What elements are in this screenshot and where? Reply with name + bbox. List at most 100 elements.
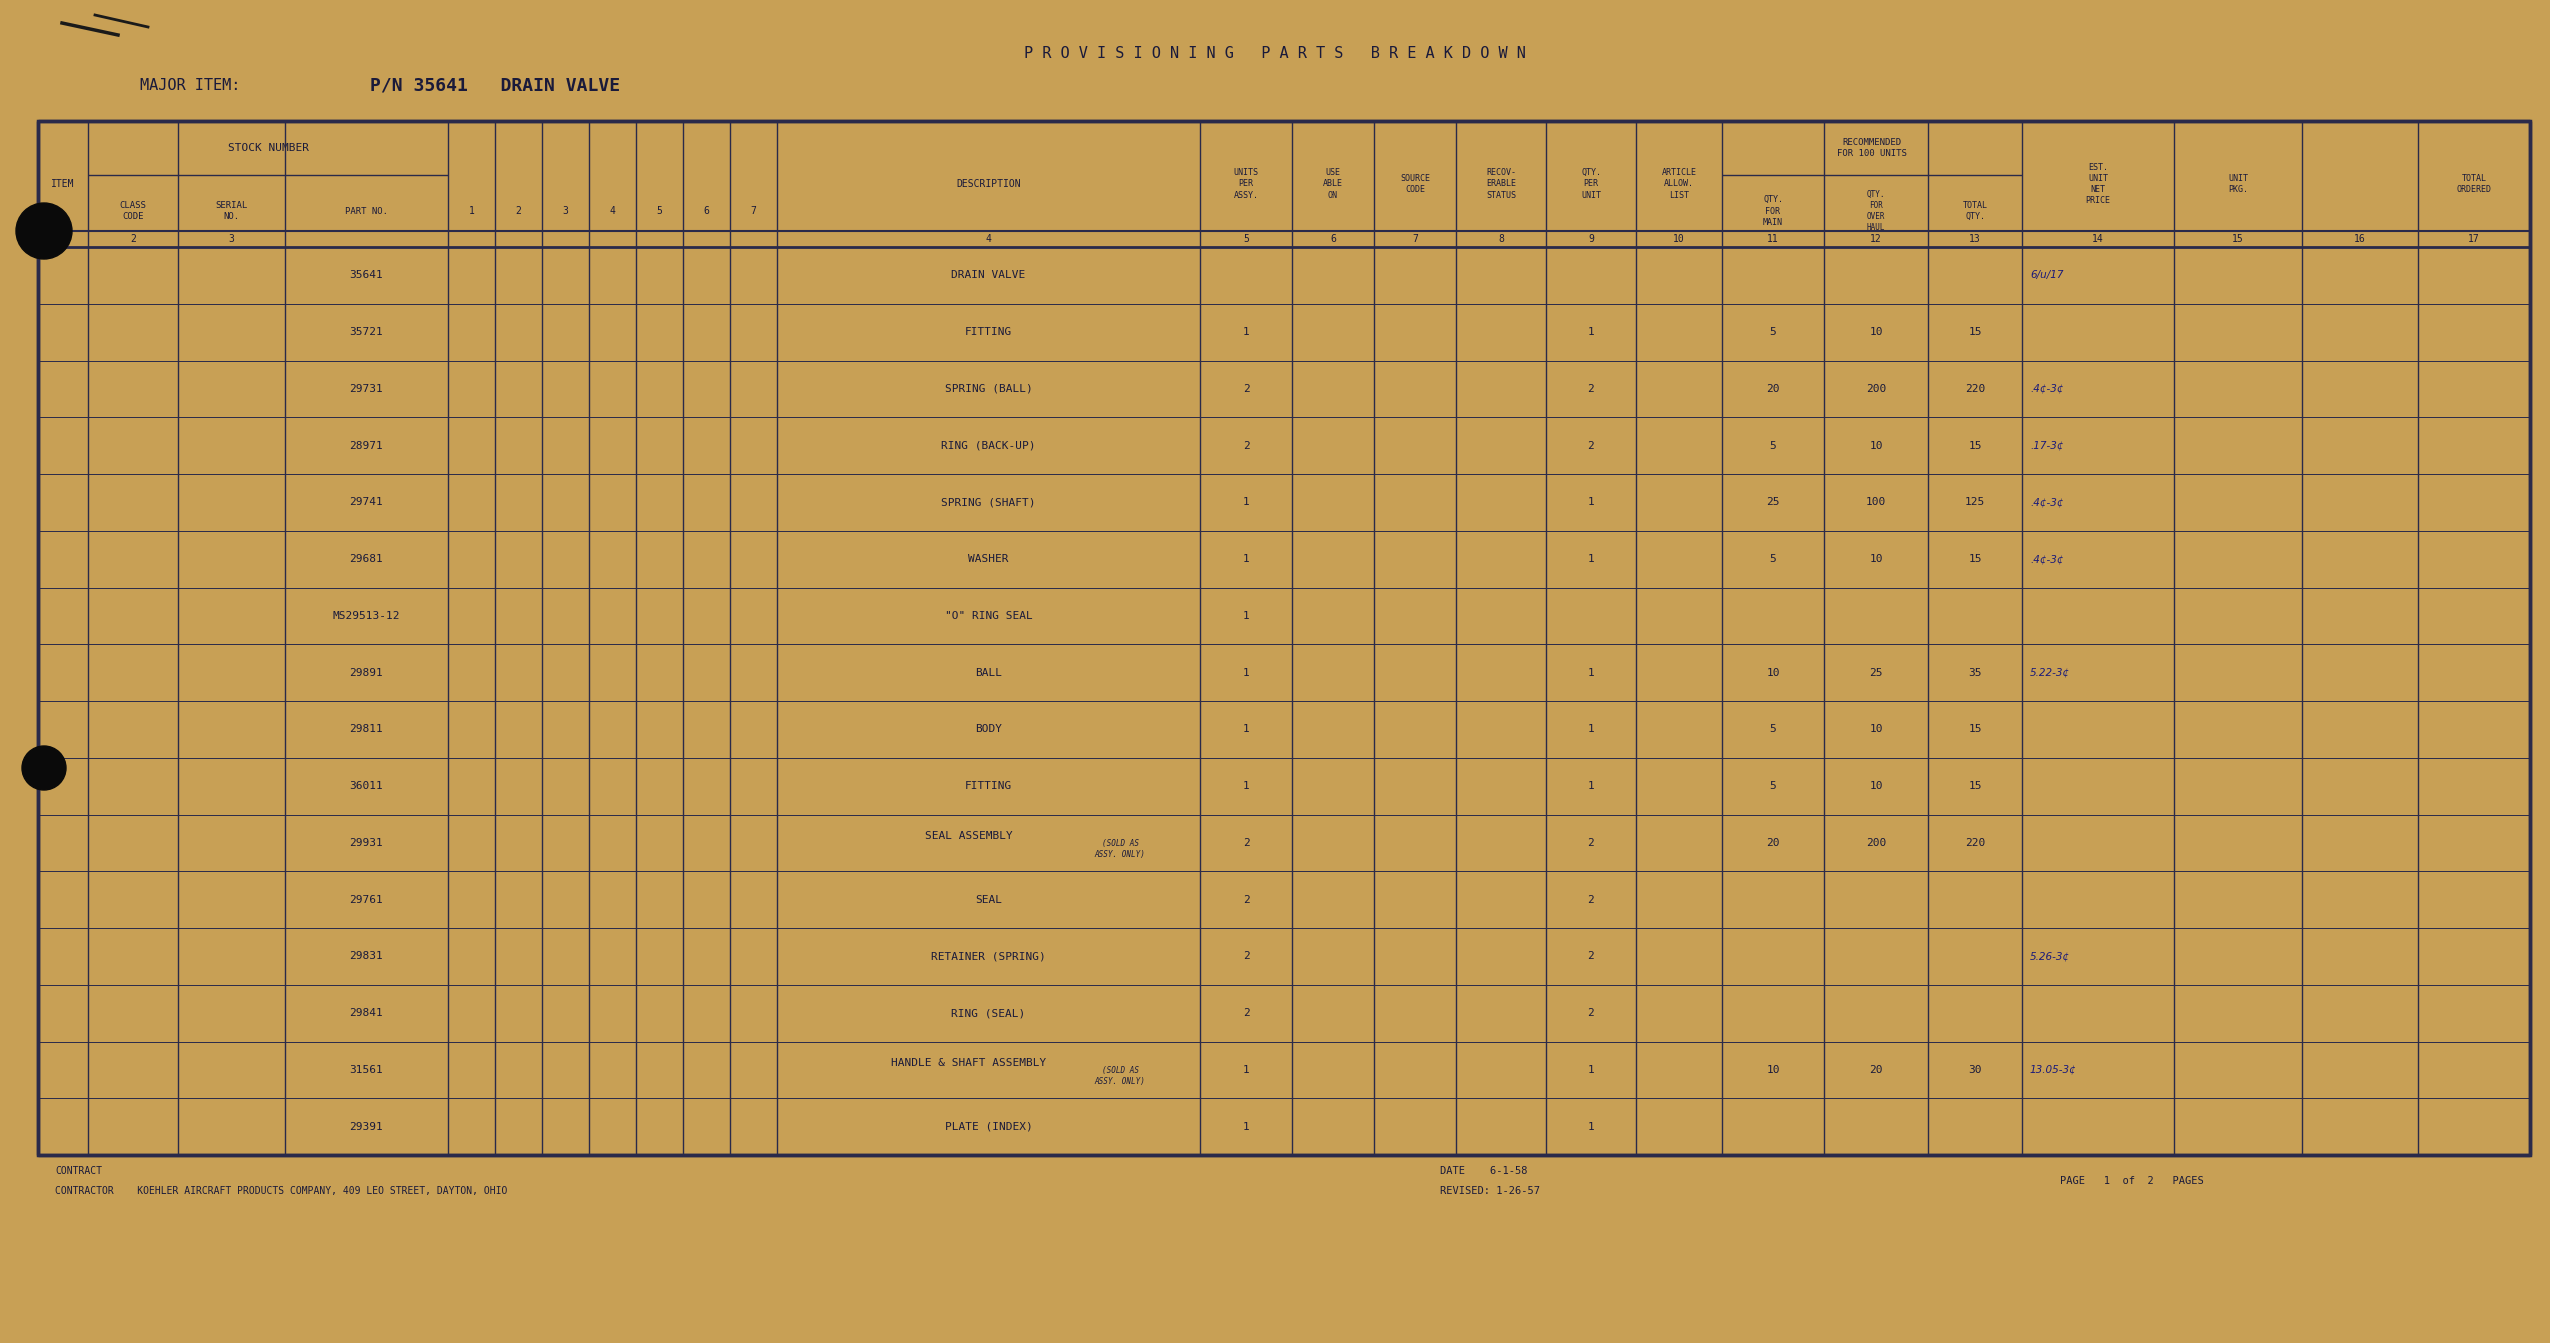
Text: 29741: 29741 bbox=[349, 497, 382, 508]
Text: RING (BACK-UP): RING (BACK-UP) bbox=[941, 441, 1035, 451]
Text: 2: 2 bbox=[1589, 894, 1594, 905]
Text: 220: 220 bbox=[1966, 838, 1984, 847]
Text: DESCRIPTION: DESCRIPTION bbox=[956, 179, 1020, 189]
Text: .4¢-3¢: .4¢-3¢ bbox=[2030, 555, 2063, 564]
Text: 10: 10 bbox=[1869, 555, 1882, 564]
Text: 1: 1 bbox=[1589, 1121, 1594, 1132]
Text: 1: 1 bbox=[1242, 328, 1250, 337]
Text: 5: 5 bbox=[1770, 441, 1777, 451]
Text: .4¢-3¢: .4¢-3¢ bbox=[2030, 384, 2063, 393]
Text: QTY.
FOR
OVER
HAUL: QTY. FOR OVER HAUL bbox=[1867, 189, 1884, 232]
Circle shape bbox=[23, 745, 66, 790]
Text: PLATE (INDEX): PLATE (INDEX) bbox=[944, 1121, 1033, 1132]
Text: 1: 1 bbox=[1589, 555, 1594, 564]
Text: 30: 30 bbox=[1969, 1065, 1981, 1074]
Text: 12: 12 bbox=[1869, 234, 1882, 244]
Text: 1: 1 bbox=[1589, 497, 1594, 508]
Text: SPRING (BALL): SPRING (BALL) bbox=[944, 384, 1033, 393]
Text: 35721: 35721 bbox=[349, 328, 382, 337]
Text: 2: 2 bbox=[130, 234, 135, 244]
Text: CONTRACTOR    KOEHLER AIRCRAFT PRODUCTS COMPANY, 409 LEO STREET, DAYTON, OHIO: CONTRACTOR KOEHLER AIRCRAFT PRODUCTS COM… bbox=[56, 1186, 507, 1197]
Text: 35: 35 bbox=[1969, 667, 1981, 678]
Text: DATE    6-1-58: DATE 6-1-58 bbox=[1441, 1166, 1527, 1176]
Text: 5: 5 bbox=[655, 205, 663, 216]
Text: 2: 2 bbox=[1589, 384, 1594, 393]
Text: 2: 2 bbox=[1242, 951, 1250, 962]
Text: 1: 1 bbox=[1589, 667, 1594, 678]
Text: 5.22-3¢: 5.22-3¢ bbox=[2030, 667, 2071, 678]
Text: SEAL ASSEMBLY: SEAL ASSEMBLY bbox=[926, 831, 1012, 841]
Text: .17-3¢: .17-3¢ bbox=[2030, 441, 2063, 451]
Text: 13.05-3¢: 13.05-3¢ bbox=[2030, 1065, 2076, 1074]
Text: HANDLE & SHAFT ASSEMBLY: HANDLE & SHAFT ASSEMBLY bbox=[890, 1058, 1046, 1068]
Text: 10: 10 bbox=[1869, 328, 1882, 337]
Text: RETAINER (SPRING): RETAINER (SPRING) bbox=[931, 951, 1046, 962]
Text: 5: 5 bbox=[1770, 724, 1777, 735]
Text: 29731: 29731 bbox=[349, 384, 382, 393]
Text: 15: 15 bbox=[2231, 234, 2244, 244]
Text: 2: 2 bbox=[1589, 838, 1594, 847]
Text: (SOLD AS
ASSY. ONLY): (SOLD AS ASSY. ONLY) bbox=[1094, 1066, 1145, 1085]
Text: 10: 10 bbox=[1869, 441, 1882, 451]
Text: SPRING (SHAFT): SPRING (SHAFT) bbox=[941, 497, 1035, 508]
Text: 15: 15 bbox=[1969, 555, 1981, 564]
Text: 16: 16 bbox=[2354, 234, 2366, 244]
Text: P/N 35641   DRAIN VALVE: P/N 35641 DRAIN VALVE bbox=[370, 77, 620, 94]
Circle shape bbox=[15, 203, 71, 259]
Text: 29891: 29891 bbox=[349, 667, 382, 678]
Text: 4: 4 bbox=[984, 234, 992, 244]
Text: TOTAL
ORDERED: TOTAL ORDERED bbox=[2456, 175, 2491, 193]
Text: 2: 2 bbox=[1242, 441, 1250, 451]
Text: 10: 10 bbox=[1767, 667, 1780, 678]
Text: EST.
UNIT
NET
PRICE: EST. UNIT NET PRICE bbox=[2086, 163, 2111, 205]
Text: 29761: 29761 bbox=[349, 894, 382, 905]
Text: 36011: 36011 bbox=[349, 782, 382, 791]
Text: (SOLD AS
ASSY. ONLY): (SOLD AS ASSY. ONLY) bbox=[1094, 839, 1145, 858]
Text: STOCK NUMBER: STOCK NUMBER bbox=[227, 142, 309, 153]
Text: 1: 1 bbox=[1242, 782, 1250, 791]
Text: 11: 11 bbox=[1767, 234, 1780, 244]
Text: ITEM: ITEM bbox=[51, 179, 74, 189]
Text: 1: 1 bbox=[469, 205, 474, 216]
Text: 3: 3 bbox=[564, 205, 569, 216]
Text: 2: 2 bbox=[515, 205, 520, 216]
Text: CLASS
CODE: CLASS CODE bbox=[120, 201, 145, 222]
Text: ARTICLE
ALLOW.
LIST: ARTICLE ALLOW. LIST bbox=[1663, 168, 1696, 200]
Text: 5: 5 bbox=[1770, 328, 1777, 337]
Text: 2: 2 bbox=[1242, 894, 1250, 905]
Text: QTY.
FOR
MAIN: QTY. FOR MAIN bbox=[1762, 195, 1782, 227]
Text: RING (SEAL): RING (SEAL) bbox=[951, 1009, 1025, 1018]
Text: 28971: 28971 bbox=[349, 441, 382, 451]
Text: 1: 1 bbox=[1589, 782, 1594, 791]
Text: QTY.
PER
UNIT: QTY. PER UNIT bbox=[1581, 168, 1601, 200]
Text: BALL: BALL bbox=[974, 667, 1002, 678]
Text: P R O V I S I O N I N G   P A R T S   B R E A K D O W N: P R O V I S I O N I N G P A R T S B R E … bbox=[1025, 46, 1525, 60]
Text: 15: 15 bbox=[1969, 328, 1981, 337]
Text: 1: 1 bbox=[1242, 724, 1250, 735]
Text: 200: 200 bbox=[1867, 384, 1887, 393]
Text: 8: 8 bbox=[1497, 234, 1504, 244]
Text: 1: 1 bbox=[1589, 328, 1594, 337]
Text: 2: 2 bbox=[1242, 384, 1250, 393]
Text: 1: 1 bbox=[1242, 1065, 1250, 1074]
Text: 20: 20 bbox=[1767, 838, 1780, 847]
Text: 29831: 29831 bbox=[349, 951, 382, 962]
Text: 6: 6 bbox=[704, 205, 709, 216]
Text: .4¢-3¢: .4¢-3¢ bbox=[2030, 497, 2063, 508]
Text: 100: 100 bbox=[1867, 497, 1887, 508]
Text: 9: 9 bbox=[1589, 234, 1594, 244]
Text: 29931: 29931 bbox=[349, 838, 382, 847]
Text: 7: 7 bbox=[1413, 234, 1418, 244]
Text: 29681: 29681 bbox=[349, 555, 382, 564]
Text: 6: 6 bbox=[1331, 234, 1336, 244]
Text: RECOMMENDED
FOR 100 UNITS: RECOMMENDED FOR 100 UNITS bbox=[1836, 138, 1907, 158]
Text: 15: 15 bbox=[1969, 724, 1981, 735]
Text: 5: 5 bbox=[1770, 782, 1777, 791]
Text: 1: 1 bbox=[61, 234, 66, 244]
Text: "O" RING SEAL: "O" RING SEAL bbox=[944, 611, 1033, 620]
Text: CONTRACT: CONTRACT bbox=[56, 1166, 102, 1176]
Text: 5: 5 bbox=[1770, 555, 1777, 564]
Text: 4: 4 bbox=[609, 205, 615, 216]
Text: 7: 7 bbox=[750, 205, 757, 216]
Text: SEAL: SEAL bbox=[974, 894, 1002, 905]
